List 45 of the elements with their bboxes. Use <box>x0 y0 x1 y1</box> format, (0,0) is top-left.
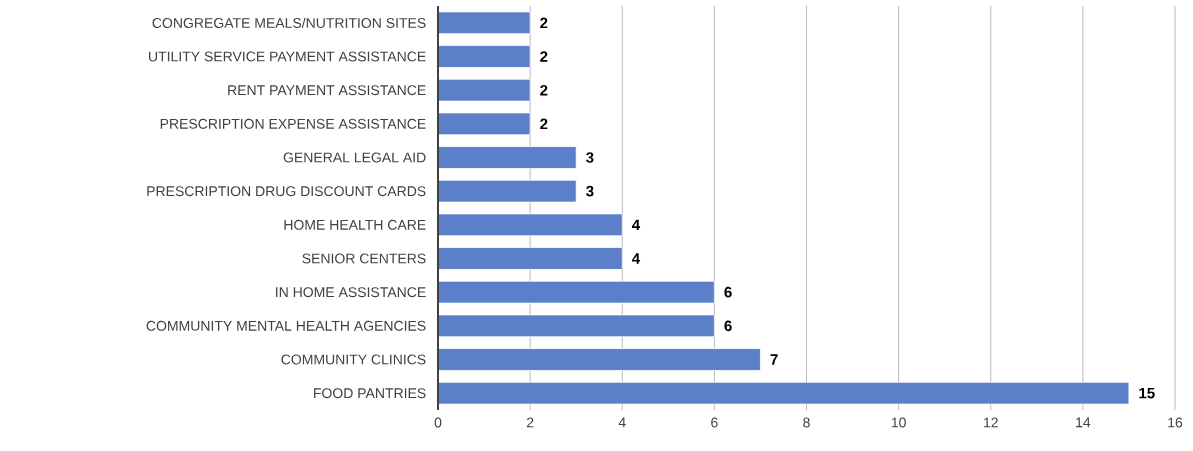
y-tick-label: COMMUNITY CLINICS <box>281 354 426 365</box>
data-label: 6 <box>724 286 732 298</box>
y-tick-label: FOOD PANTRIES <box>314 388 426 399</box>
bar <box>437 213 623 237</box>
bar <box>437 11 531 35</box>
bar <box>437 247 623 270</box>
y-tick-label: COMMUNITY MENTAL HEALTH AGENCIES <box>146 320 426 331</box>
x-tick-label: 12 <box>984 417 998 428</box>
data-label: 7 <box>770 354 778 365</box>
y-tick-label: CONGREGATE MEALS/NUTRITION SITES <box>152 17 426 28</box>
x-tick-label: 14 <box>1076 417 1091 428</box>
bar <box>437 45 531 68</box>
x-tick-label: 4 <box>618 417 626 428</box>
data-label: 15 <box>1139 387 1155 399</box>
bar <box>437 78 531 102</box>
y-tick-label: IN HOME ASSISTANCE <box>276 287 426 298</box>
x-tick-label: 0 <box>434 417 442 428</box>
data-label: 4 <box>632 253 641 264</box>
y-tick-label: GENERAL LEGAL AID <box>283 152 426 163</box>
bar <box>437 314 715 338</box>
bar <box>437 179 577 203</box>
y-tick-label: RENT PAYMENT ASSISTANCE <box>228 85 426 96</box>
data-label: 2 <box>540 118 548 130</box>
x-tick-label: 16 <box>1168 417 1183 428</box>
data-label: 3 <box>586 152 594 163</box>
y-tick-label: PRESCRIPTION DRUG DISCOUNT CARDS <box>147 186 426 197</box>
bar <box>437 146 577 169</box>
data-label: 2 <box>540 51 548 62</box>
data-label: 6 <box>724 320 732 332</box>
bar <box>437 348 761 371</box>
y-tick-label: SENIOR CENTERS <box>302 253 426 264</box>
bar <box>437 381 1130 405</box>
x-tick-label: 6 <box>711 417 718 428</box>
x-tick-label: 2 <box>526 417 534 428</box>
y-tick-label: HOME HEALTH CARE <box>284 219 426 230</box>
bar <box>437 280 715 304</box>
x-tick-label: 10 <box>891 417 906 428</box>
y-tick-label: PRESCRIPTION EXPENSE ASSISTANCE <box>160 118 426 129</box>
data-label: 4 <box>632 219 641 230</box>
y-tick-label: UTILITY SERVICE PAYMENT ASSISTANCE <box>149 51 426 62</box>
data-label: 2 <box>540 17 548 29</box>
x-tick-label: 8 <box>803 417 810 428</box>
data-label: 3 <box>586 185 594 197</box>
data-label: 2 <box>540 84 548 96</box>
bar <box>437 112 531 136</box>
